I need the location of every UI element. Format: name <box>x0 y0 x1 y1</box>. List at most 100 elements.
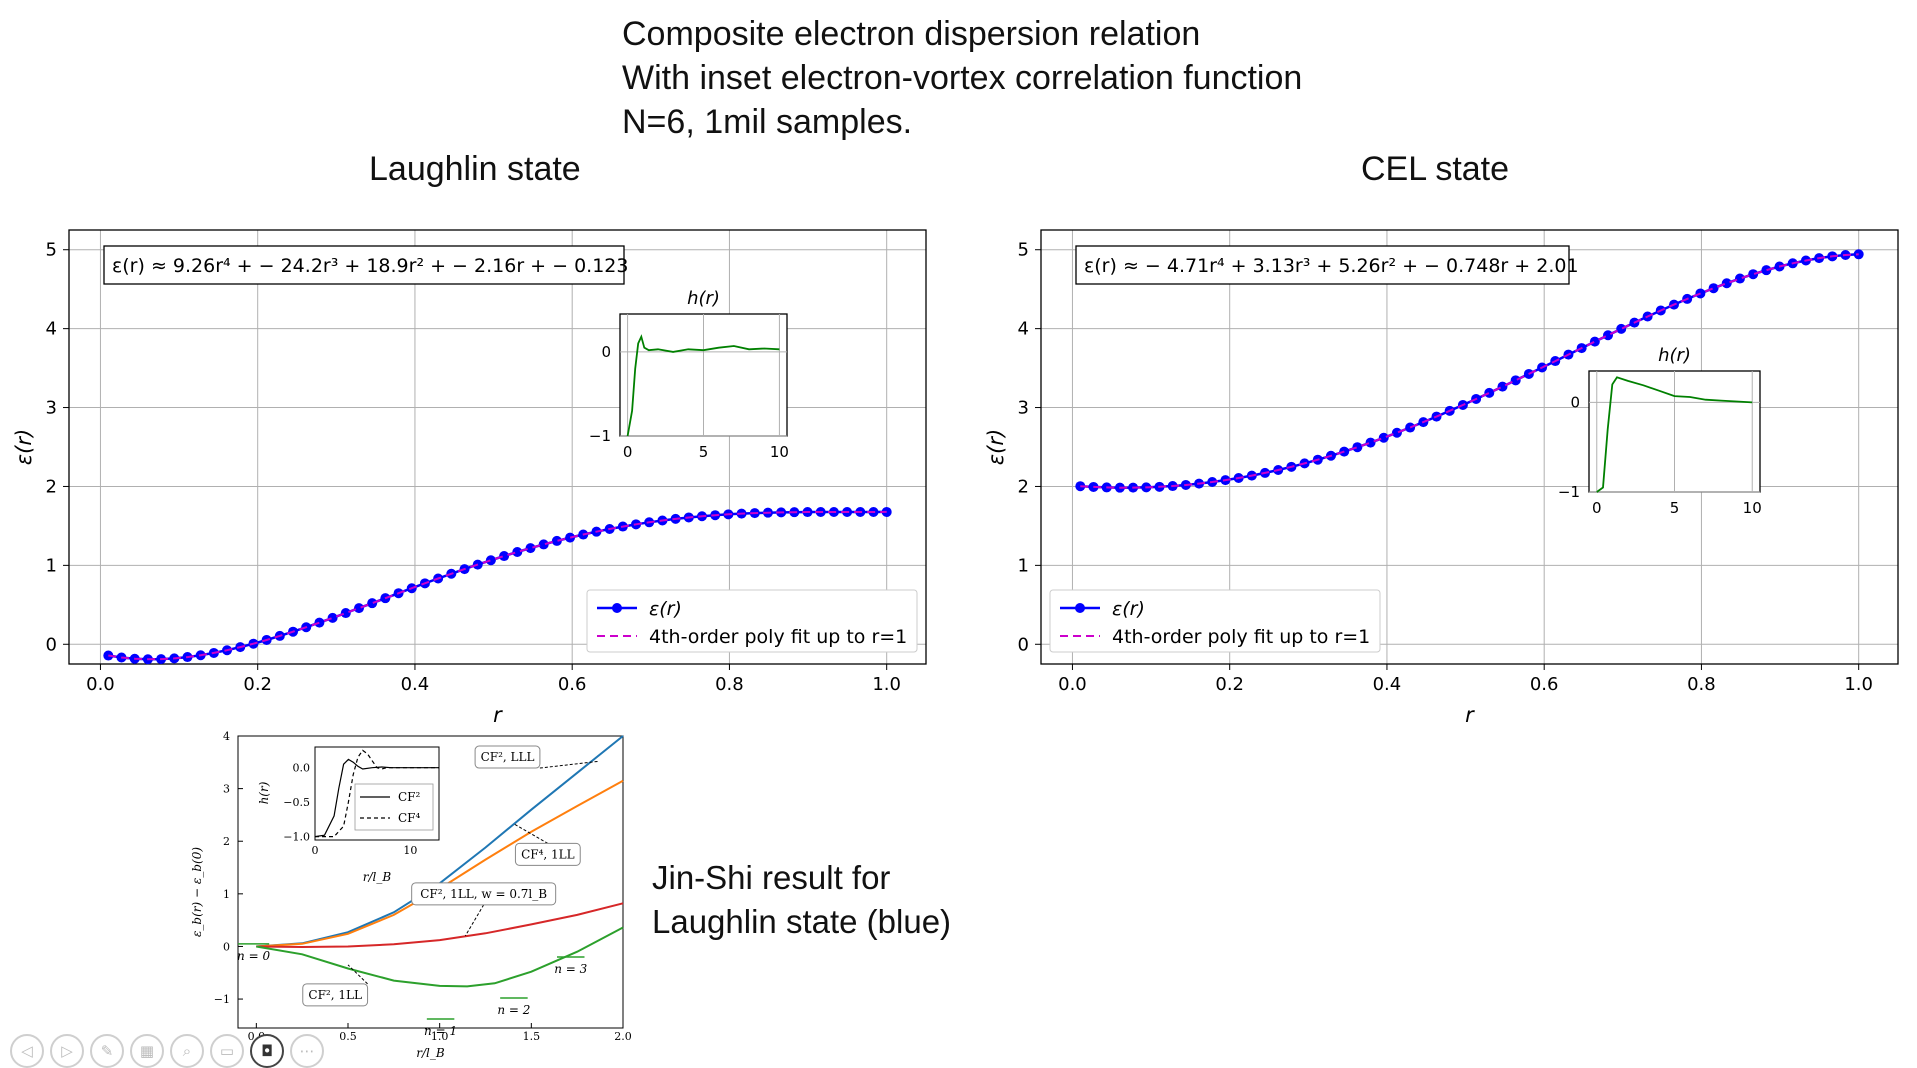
formula-box <box>1075 245 1570 285</box>
landau-level-label: n = 3 <box>554 962 587 976</box>
inset-title: h(r) <box>687 288 720 309</box>
more-icon[interactable]: ⋯ <box>290 1034 324 1068</box>
camera-icon[interactable]: ◘ <box>250 1034 284 1068</box>
caption-line-2: Laughlin state (blue) <box>652 903 952 940</box>
inset-y-tick-label: −1 <box>589 427 611 445</box>
inset-y-tick-label: 0 <box>1570 393 1580 411</box>
data-point <box>1365 437 1376 448</box>
y-tick-label: 2 <box>1018 476 1029 497</box>
formula-text: ε(r) ≈ − 4.71r⁴ + 3.13r³ + 5.26r² + − 0.… <box>1084 255 1579 277</box>
data-point <box>551 535 562 546</box>
jinshi-x-tick-label: 0.5 <box>339 1030 357 1043</box>
annotation-text: CF², 1LL, w = 0.7l_B <box>420 887 547 901</box>
data-point <box>1589 336 1600 347</box>
inset-x-tick-label: 0 <box>623 443 633 461</box>
data-point <box>538 539 549 550</box>
annotation-text: CF², LLL <box>481 750 535 764</box>
annotation-arrow <box>514 823 549 844</box>
x-tick-label: 0.6 <box>558 674 587 695</box>
y-tick-label: 5 <box>46 240 57 261</box>
data-point <box>1484 387 1495 398</box>
jinshi-y-tick-label: 1 <box>223 888 230 901</box>
prev-icon[interactable]: ◁ <box>10 1034 44 1068</box>
slide-title-line-3: N=6, 1mil samples. <box>622 103 913 141</box>
inset-y-tick-label: 0 <box>601 343 611 361</box>
annotation-box <box>302 983 369 1007</box>
x-axis-label: r <box>493 703 503 727</box>
inset-series-line <box>1596 376 1753 493</box>
inset-x-tick-label: 0 <box>1592 499 1602 517</box>
inset-x-tick-label: 10 <box>770 443 789 461</box>
inset-series-line <box>626 334 780 437</box>
y-tick-label: 0 <box>46 634 57 655</box>
y-tick-label: 5 <box>1018 240 1029 261</box>
caption-line-1: Jin-Shi result for <box>652 859 891 896</box>
data-point <box>499 551 510 562</box>
x-tick-label: 0.2 <box>1215 674 1244 695</box>
data-point <box>525 543 536 554</box>
legend-marker <box>1075 603 1085 613</box>
data-point <box>1708 283 1719 294</box>
data-point <box>353 603 364 614</box>
data-point <box>367 598 378 609</box>
jinshi-x-tick-label: 2.0 <box>614 1030 632 1043</box>
data-point <box>1510 375 1521 386</box>
slide-title: Composite electron dispersion relation W… <box>622 12 1302 144</box>
formula-text: ε(r) ≈ 9.26r⁴ + − 24.2r³ + 18.9r² + − 2.… <box>112 255 629 277</box>
x-tick-label: 1.0 <box>1844 674 1873 695</box>
plot-frame <box>68 229 927 665</box>
x-tick-label: 0.2 <box>243 674 272 695</box>
fit-line <box>108 510 887 661</box>
cel-title: CEL state <box>1361 150 1510 188</box>
x-tick-label: 0.0 <box>86 674 115 695</box>
jinshi-legend-label-cf4: CF⁴ <box>398 811 421 825</box>
legend-box <box>1049 589 1381 653</box>
x-tick-label: 1.0 <box>872 674 901 695</box>
inset-x-tick-label: 5 <box>1670 499 1680 517</box>
jinshi-legend-label-cf2: CF² <box>398 790 421 804</box>
x-tick-label: 0.4 <box>1373 674 1402 695</box>
zoom-icon[interactable]: ⌕ <box>170 1034 204 1068</box>
y-axis-label: ε(r) <box>984 429 1008 465</box>
legend-label-fit: 4th-order poly fit up to r=1 <box>1112 626 1370 648</box>
jinshi-inset-y-tick-label: −1.0 <box>283 831 310 844</box>
plot-frame <box>1040 229 1899 665</box>
x-tick-label: 0.8 <box>715 674 744 695</box>
data-point <box>1761 265 1772 276</box>
legend-label-series: ε(r) <box>1112 598 1145 620</box>
y-tick-label: 1 <box>46 555 57 576</box>
annotation-arrow <box>347 964 368 985</box>
grid-icon[interactable]: ▦ <box>130 1034 164 1068</box>
pen-icon[interactable]: ✎ <box>90 1034 124 1068</box>
inset-x-tick-label: 5 <box>699 443 709 461</box>
data-point <box>1352 442 1363 453</box>
data-point <box>1378 432 1389 443</box>
annotation-box <box>411 882 557 906</box>
presentation-toolbar: ◁ ▷ ✎ ▦ ⌕ ▭ ◘ ⋯ <box>10 1034 324 1068</box>
jinshi-inset-y-tick-label: −0.5 <box>283 796 310 809</box>
subtitles-icon[interactable]: ▭ <box>210 1034 244 1068</box>
annotation-box <box>474 745 541 769</box>
next-icon[interactable]: ▷ <box>50 1034 84 1068</box>
x-tick-label: 0.8 <box>1687 674 1716 695</box>
x-tick-label: 0.4 <box>401 674 430 695</box>
inset-x-tick-label: 10 <box>1743 499 1762 517</box>
data-point <box>1734 273 1745 284</box>
annotation-text: CF², 1LL <box>308 988 362 1002</box>
data-point <box>314 617 325 628</box>
slide-title-line-1: Composite electron dispersion relation <box>622 15 1201 53</box>
jin-shi-caption: Jin-Shi result for Laughlin state (blue) <box>652 856 951 944</box>
x-tick-label: 0.0 <box>1058 674 1087 695</box>
jinshi-y-tick-label: 3 <box>223 783 230 796</box>
y-tick-label: 0 <box>1018 634 1029 655</box>
data-point <box>1616 323 1627 334</box>
data-point <box>340 608 351 619</box>
jinshi-inset-y-tick-label: 0.0 <box>293 762 311 775</box>
jinshi-x-tick-label: 1.0 <box>431 1030 449 1043</box>
data-point <box>1603 330 1614 341</box>
y-axis-label: ε(r) <box>12 429 36 465</box>
data-point <box>327 612 338 623</box>
formula-box <box>103 245 625 285</box>
jinshi-inset-x-tick-label: 10 <box>403 844 417 857</box>
